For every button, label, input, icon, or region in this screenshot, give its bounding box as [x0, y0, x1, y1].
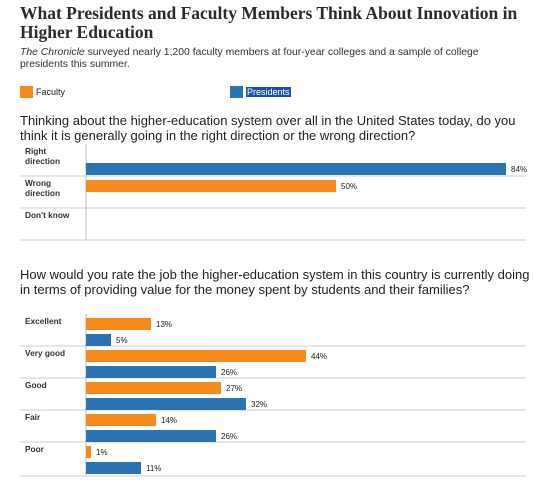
legend-faculty: Faculty: [20, 86, 65, 98]
category-label-line: direction: [25, 188, 60, 198]
bar-presidents-excellent: [86, 334, 111, 346]
legend-presidents-label: Presidents: [246, 87, 291, 97]
bar-presidents-good: [86, 398, 246, 410]
chart-2-question: How would you rate the job the higher-ed…: [20, 267, 530, 297]
legend-faculty-label: Faculty: [36, 87, 66, 97]
category-label-line: Wrong: [25, 178, 51, 188]
bar-presidents-fair: [86, 430, 216, 442]
chart-1-question: Thinking about the higher-education syst…: [20, 113, 516, 143]
category-label-line: Good: [25, 380, 47, 390]
category-label-excellent: Excellent: [25, 316, 62, 326]
value-label-faculty-fair: 14%: [161, 416, 177, 425]
value-label-presidents-excellent: 5%: [116, 336, 128, 345]
legend-presidents: Presidents: [230, 86, 291, 98]
category-label-line: Excellent: [25, 316, 62, 326]
value-label-faculty-excellent: 13%: [156, 320, 172, 329]
value-label-faculty-good: 27%: [226, 384, 242, 393]
category-label-line: Right: [25, 146, 46, 156]
bar-presidents-poor: [86, 462, 141, 474]
value-label-presidents-fair: 26%: [221, 432, 237, 441]
category-label-line: Poor: [25, 444, 45, 454]
category-label-fair: Fair: [25, 412, 41, 422]
legend-presidents-swatch: [230, 86, 243, 98]
value-label-faculty-wrong-direction: 50%: [341, 182, 357, 191]
bar-faculty-wrong-direction: [86, 180, 336, 192]
bar-presidents-very-good: [86, 366, 216, 378]
value-label-presidents-very-good: 26%: [221, 368, 237, 377]
bar-presidents-right-direction: [86, 163, 506, 175]
bar-faculty-excellent: [86, 318, 151, 330]
bar-faculty-good: [86, 382, 221, 394]
category-label-line: Fair: [25, 412, 41, 422]
bar-faculty-poor: [86, 446, 91, 458]
legend-faculty-swatch: [20, 86, 33, 98]
subtitle-text: surveyed nearly 1,200 faculty members at…: [20, 47, 479, 70]
category-label-poor: Poor: [25, 444, 45, 454]
chart-value-rating: Excellent 13% 5% Very good 44% 26% Good 27% 32% F…: [20, 314, 526, 477]
category-label-good: Good: [25, 380, 47, 390]
category-label-don-t-know: Don't know: [25, 210, 70, 220]
category-label-line: Don't know: [25, 210, 70, 220]
value-label-faculty-poor: 1%: [96, 448, 108, 457]
subtitle-publication: The Chronicle: [20, 47, 85, 58]
value-label-presidents-poor: 11%: [146, 464, 161, 473]
category-label-very-good: Very good: [25, 348, 65, 358]
bar-faculty-very-good: [86, 350, 306, 362]
value-label-presidents-good: 32%: [251, 400, 267, 409]
category-label-line: direction: [25, 156, 60, 166]
value-label-presidents-right-direction: 84%: [511, 165, 527, 174]
subtitle: The Chronicle surveyed nearly 1,200 facu…: [20, 47, 520, 71]
category-label-line: Very good: [25, 348, 65, 358]
category-label-wrong-direction: Wrong direction: [25, 178, 60, 198]
category-label-right-direction: Right direction: [25, 146, 60, 166]
value-label-faculty-very-good: 44%: [311, 352, 327, 361]
bar-faculty-fair: [86, 414, 156, 426]
page-title: What Presidents and Faculty Members Thin…: [20, 3, 518, 42]
